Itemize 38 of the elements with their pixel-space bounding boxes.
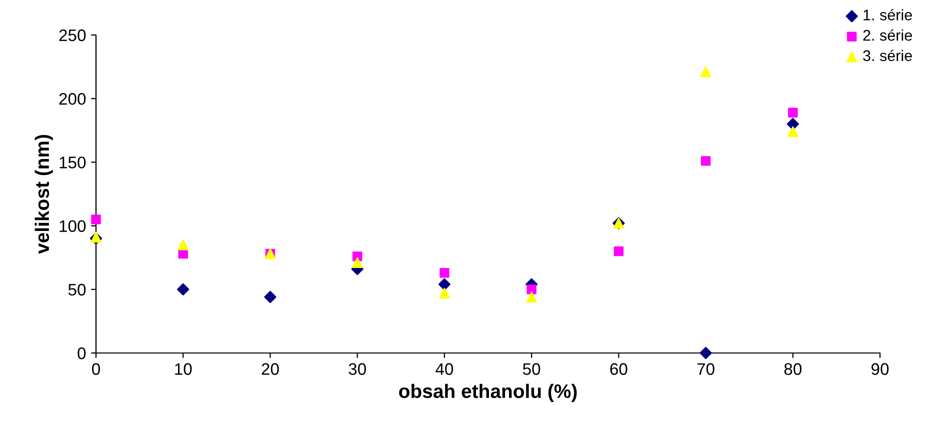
legend-label: 3. série: [863, 50, 912, 62]
point: [264, 290, 276, 304]
y-tick-label: 100: [60, 220, 86, 232]
x-tick-label: 90: [872, 363, 889, 375]
point: [614, 246, 624, 256]
legend-label: 2. série: [863, 29, 912, 41]
x-tick-label: 80: [784, 363, 802, 375]
point: [788, 108, 798, 118]
point: [440, 268, 450, 278]
x-tick-label: 0: [92, 363, 100, 375]
y-tick-label: 250: [59, 29, 86, 42]
y-tick-label: 200: [59, 93, 86, 105]
y-tick-label: 0: [78, 347, 86, 360]
legend-label: 1. série: [864, 8, 912, 20]
point: [700, 156, 711, 166]
x-tick-label: 60: [610, 363, 628, 375]
y-axis-title: velikost (nm): [34, 134, 53, 254]
point: [177, 283, 190, 296]
x-tick-label: 50: [522, 363, 540, 375]
point: [700, 66, 712, 78]
point: [438, 278, 451, 290]
point: [178, 240, 188, 250]
x-tick-label: 20: [262, 363, 279, 375]
point: [526, 292, 537, 302]
point: [788, 126, 798, 138]
x-tick-label: 40: [436, 363, 454, 375]
x-tick-label: 10: [175, 363, 192, 375]
point: [439, 288, 450, 299]
y-tick-label: 50: [68, 284, 86, 296]
point: [526, 284, 536, 294]
point: [700, 346, 712, 360]
point: [352, 257, 363, 268]
x-axis-title: obsah ethanolu (%): [399, 384, 577, 402]
x-tick-label: 70: [697, 363, 714, 375]
point: [786, 118, 799, 130]
y-tick-label: 150: [60, 156, 86, 168]
x-tick-label: 30: [348, 363, 366, 375]
point: [91, 214, 101, 224]
